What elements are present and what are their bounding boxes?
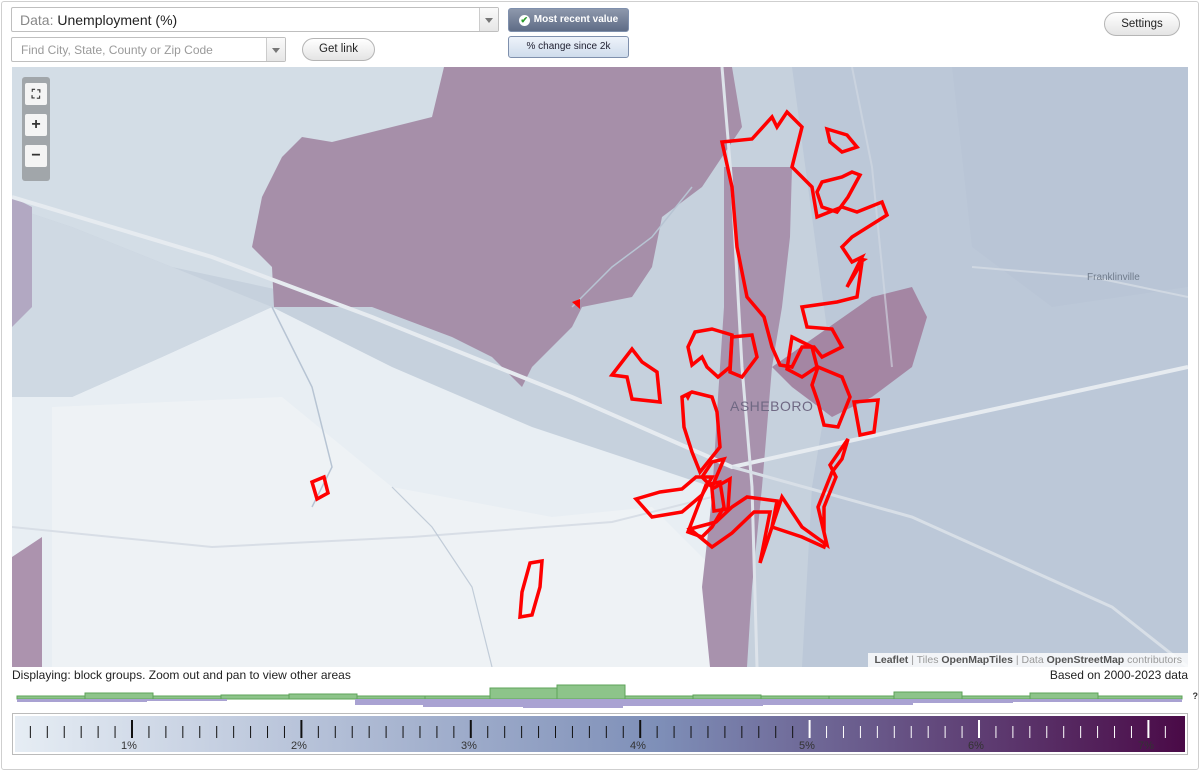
- legend-tick-label: 7%: [1138, 740, 1154, 752]
- map-attribution: Leaflet | Tiles OpenMapTiles | Data Open…: [868, 653, 1188, 667]
- hist-bar: [17, 699, 147, 702]
- hist-bar: [220, 694, 290, 700]
- legend-tick-label: 4%: [630, 740, 646, 752]
- zoom-out-button[interactable]: −: [25, 145, 47, 167]
- leaflet-link[interactable]: Leaflet: [874, 654, 909, 666]
- hist-bar: [961, 695, 1031, 700]
- place-label-asheboro: ASHEBORO: [730, 398, 813, 414]
- openstreetmap-link[interactable]: OpenStreetMap: [1046, 654, 1125, 666]
- place-label-franklinville: Franklinville: [1087, 272, 1140, 283]
- most-recent-label: Most recent value: [533, 14, 619, 25]
- hist-bar: [84, 692, 154, 700]
- attrib-tiles-prefix: | Tiles: [911, 654, 939, 666]
- hist-bar: [356, 695, 426, 700]
- location-search-placeholder: Find City, State, County or Zip Code: [21, 43, 213, 57]
- value-histogram: [16, 684, 1183, 708]
- hist-bar: [893, 691, 963, 700]
- hist-bar: [489, 687, 558, 700]
- hist-bar: [147, 699, 227, 701]
- histogram-help-icon[interactable]: ?: [1192, 691, 1199, 701]
- legend-tick-label: 5%: [799, 740, 815, 752]
- pct-change-toggle[interactable]: % change since 2k: [508, 36, 629, 58]
- legend-tick-label: 2%: [291, 740, 307, 752]
- hist-bar: [523, 699, 623, 708]
- hist-bar: [763, 699, 913, 705]
- hist-bar: [288, 693, 358, 700]
- get-link-button[interactable]: Get link: [302, 38, 375, 61]
- most-recent-toggle[interactable]: ✔ Most recent value: [508, 8, 629, 32]
- hist-bar: [152, 695, 222, 700]
- hist-bar: [1029, 692, 1099, 700]
- zoom-in-button[interactable]: +: [25, 114, 47, 136]
- data-range-text: Based on 2000-2023 data: [1049, 668, 1188, 682]
- hist-bar: [556, 684, 626, 700]
- hist-bar: [828, 695, 895, 700]
- hist-bar: [423, 699, 523, 707]
- legend-tick-label: 6%: [968, 740, 984, 752]
- hist-bar: [16, 695, 86, 700]
- hist-bar: [760, 695, 830, 700]
- legend-tick-label: 1%: [121, 740, 137, 752]
- openmaptiles-link[interactable]: OpenMapTiles: [941, 654, 1013, 666]
- location-search-input[interactable]: Find City, State, County or Zip Code: [11, 37, 286, 62]
- chevron-down-icon[interactable]: [266, 38, 285, 61]
- data-select[interactable]: Data: Unemployment (%): [11, 7, 499, 32]
- attrib-suffix: contributors: [1127, 654, 1182, 666]
- legend-gradient: [15, 716, 1185, 752]
- data-select-value: Unemployment (%): [57, 12, 178, 28]
- hist-bar: [355, 699, 423, 705]
- map-view[interactable]: ASHEBORO Franklinville ⛶ + − Leaflet | T…: [12, 67, 1188, 667]
- zoom-control: ⛶ + −: [22, 77, 50, 181]
- hist-bar: [624, 695, 694, 700]
- data-select-key: Data:: [20, 12, 54, 28]
- map-canvas[interactable]: ASHEBORO Franklinville: [12, 67, 1188, 667]
- chevron-down-icon[interactable]: [479, 8, 498, 31]
- hist-bar: [913, 699, 1013, 703]
- settings-button[interactable]: Settings: [1104, 12, 1180, 36]
- color-legend: 1% 2% 3% 4% 5% 6% 7%: [12, 713, 1188, 755]
- hist-bar: [623, 699, 763, 706]
- check-icon: ✔: [518, 15, 530, 26]
- attrib-data-prefix: | Data: [1015, 654, 1044, 666]
- hist-bar: [1013, 699, 1182, 702]
- hist-bar: [692, 694, 762, 700]
- hist-bar: [424, 695, 491, 700]
- status-text: Displaying: block groups. Zoom out and p…: [12, 668, 351, 682]
- legend-tick-label: 3%: [461, 740, 477, 752]
- fit-extent-icon[interactable]: ⛶: [25, 83, 47, 105]
- hist-bar: [1097, 695, 1183, 700]
